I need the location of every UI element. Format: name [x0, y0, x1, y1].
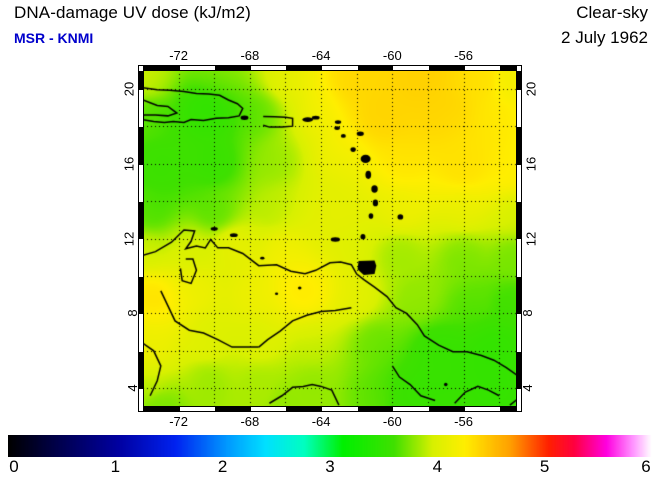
y-tick-16: 16 — [523, 156, 539, 171]
x-tick--60: -60 — [382, 414, 402, 429]
x-tick--72: -72 — [169, 414, 189, 429]
colorbar-tick-2: 2 — [217, 457, 228, 476]
x-tick--68: -68 — [240, 414, 260, 429]
x-tick--56: -56 — [454, 414, 473, 429]
colorbar-tick-0: 0 — [9, 457, 19, 476]
y-tick-8: 8 — [520, 309, 536, 317]
plot-frame-left — [138, 65, 144, 412]
x-tick--72: -72 — [169, 48, 189, 63]
colorbar-tick-4: 4 — [432, 457, 443, 476]
x-tick--64: -64 — [311, 48, 331, 63]
plot-frame-top — [138, 65, 522, 71]
colorbar-tick-1: 1 — [110, 457, 121, 476]
y-tick-20: 20 — [523, 81, 539, 96]
source-credit: MSR - KNMI — [14, 30, 94, 46]
y-tick-4: 4 — [520, 384, 536, 392]
plot-frame-right — [516, 65, 522, 412]
plot-frame-bottom — [138, 406, 522, 412]
x-tick--56: -56 — [454, 48, 473, 63]
colorbar-tick-labels: 0 1 2 3 4 5 6 — [8, 457, 652, 479]
x-tick--64: -64 — [311, 414, 331, 429]
y-tick-20: 20 — [121, 81, 137, 96]
y-tick-12: 12 — [121, 231, 137, 246]
map-plot-area — [138, 65, 522, 412]
date-label: 2 July 1962 — [561, 28, 648, 47]
y-tick-16: 16 — [121, 156, 137, 171]
colorbar-tick-3: 3 — [325, 457, 335, 476]
x-tick--68: -68 — [240, 48, 260, 63]
page-title: DNA-damage UV dose (kJ/m2) — [14, 3, 251, 22]
colorbar — [8, 435, 652, 457]
uv-dose-heatmap — [143, 70, 517, 407]
sky-condition-label: Clear-sky — [576, 3, 648, 22]
y-axis-left-labels: 20 16 12 8 4 — [118, 65, 140, 412]
colorbar-tick-5: 5 — [539, 457, 550, 476]
x-axis-bottom-labels: -72 -68 -64 -60 -56 — [138, 414, 522, 432]
y-tick-12: 12 — [523, 231, 539, 246]
colorbar-tick-6: 6 — [641, 457, 651, 476]
x-tick--60: -60 — [382, 48, 402, 63]
colorbar-gradient — [8, 435, 652, 457]
x-axis-top-labels: -72 -68 -64 -60 -56 — [138, 45, 522, 63]
y-axis-right-labels: 20 16 12 8 4 — [520, 65, 542, 412]
